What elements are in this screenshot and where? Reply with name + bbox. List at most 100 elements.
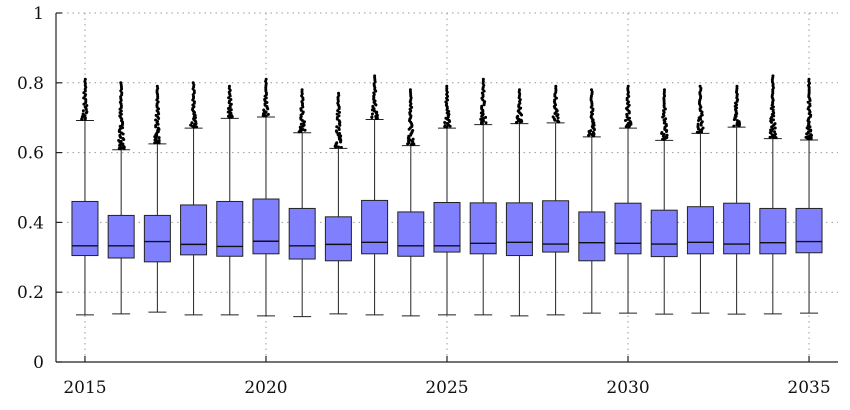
box-2025 [433,84,461,316]
outliers [333,91,343,149]
outlier-point [264,77,268,81]
outlier-point [154,124,158,128]
outlier-point [660,131,664,135]
iqr-box [723,202,751,255]
iqr-box [433,202,461,253]
x-tick-label: 2015 [63,378,106,398]
outlier-point [484,121,488,125]
outliers [695,84,705,134]
outlier-point [266,112,270,116]
outlier-point [773,132,777,136]
iqr-box [397,211,425,257]
outlier-point [335,112,339,116]
outlier-point [589,129,593,133]
outliers [768,74,778,140]
outlier-point [85,110,89,114]
box-2015 [71,77,99,316]
x-tick-label: 2030 [606,378,649,398]
outlier-point [443,124,447,128]
outlier-point [699,123,703,127]
outlier-point [805,126,809,130]
box-2034 [759,74,787,315]
outlier-point [695,130,699,134]
outlier-point [335,141,339,145]
box-2033 [723,84,751,315]
outlier-point [806,100,810,104]
outlier-point [700,120,704,124]
outliers [804,77,814,141]
outliers [189,81,199,129]
outlier-point [732,124,736,128]
iqr-box [578,211,606,262]
outlier-point [773,122,777,126]
iqr-box [795,207,823,254]
outlier-point [370,112,374,116]
outlier-point [445,121,449,125]
outlier-point [370,115,374,119]
iqr-box [469,202,497,255]
box-2029 [578,88,606,314]
outlier-point [299,122,303,126]
outlier-point [118,133,122,137]
outlier-point [155,84,159,88]
boxes [71,74,823,318]
outlier-point [554,86,558,90]
box-2020 [252,77,280,317]
y-tick-label: 0.2 [17,283,44,303]
iqr-box [759,207,787,255]
outliers [406,88,416,147]
outlier-point [191,81,195,85]
outlier-point [628,116,632,120]
box-2018 [180,81,208,316]
box-2016 [107,81,135,315]
outlier-point [121,136,125,140]
outlier-point [81,109,85,113]
outlier-point [696,122,700,126]
outlier-point [556,119,560,123]
outlier-point [480,104,484,108]
outlier-point [118,143,122,147]
outlier-point [117,138,121,142]
box-2019 [216,84,244,316]
y-tick-label: 0.4 [17,213,44,233]
box-2024 [397,88,425,317]
outlier-point [773,126,777,130]
iqr-box [361,199,389,255]
outlier-point [769,106,773,110]
x-tick-label: 2035 [787,378,830,398]
outlier-point [628,120,632,124]
outlier-point [445,86,449,90]
box-2017 [143,84,171,313]
box-2035 [795,77,823,314]
outlier-point [809,133,813,137]
outlier-point [339,145,343,149]
outliers [297,88,307,134]
outliers [623,84,633,129]
outlier-point [189,123,193,127]
outliers [587,88,596,138]
outlier-point [662,88,666,92]
x-tick-label: 2025 [425,378,468,398]
outlier-point [444,116,448,120]
outlier-point [519,118,523,122]
outlier-point [769,119,773,123]
outliers [551,84,561,124]
outlier-point [337,91,341,95]
outlier-point [119,81,123,85]
outlier-point [80,117,84,121]
outlier-point [262,108,266,112]
iqr-box [505,202,533,257]
y-tick-label: 0.8 [17,74,44,94]
outlier-point [337,145,341,149]
outlier-point [157,139,161,143]
outlier-point [445,84,449,88]
outlier-point [587,133,591,137]
axes [55,12,838,363]
iqr-box [614,202,642,255]
box-2028 [542,84,570,316]
box-2031 [650,88,678,315]
box-2032 [686,84,714,314]
outlier-point [190,121,194,125]
outlier-point [334,129,338,133]
